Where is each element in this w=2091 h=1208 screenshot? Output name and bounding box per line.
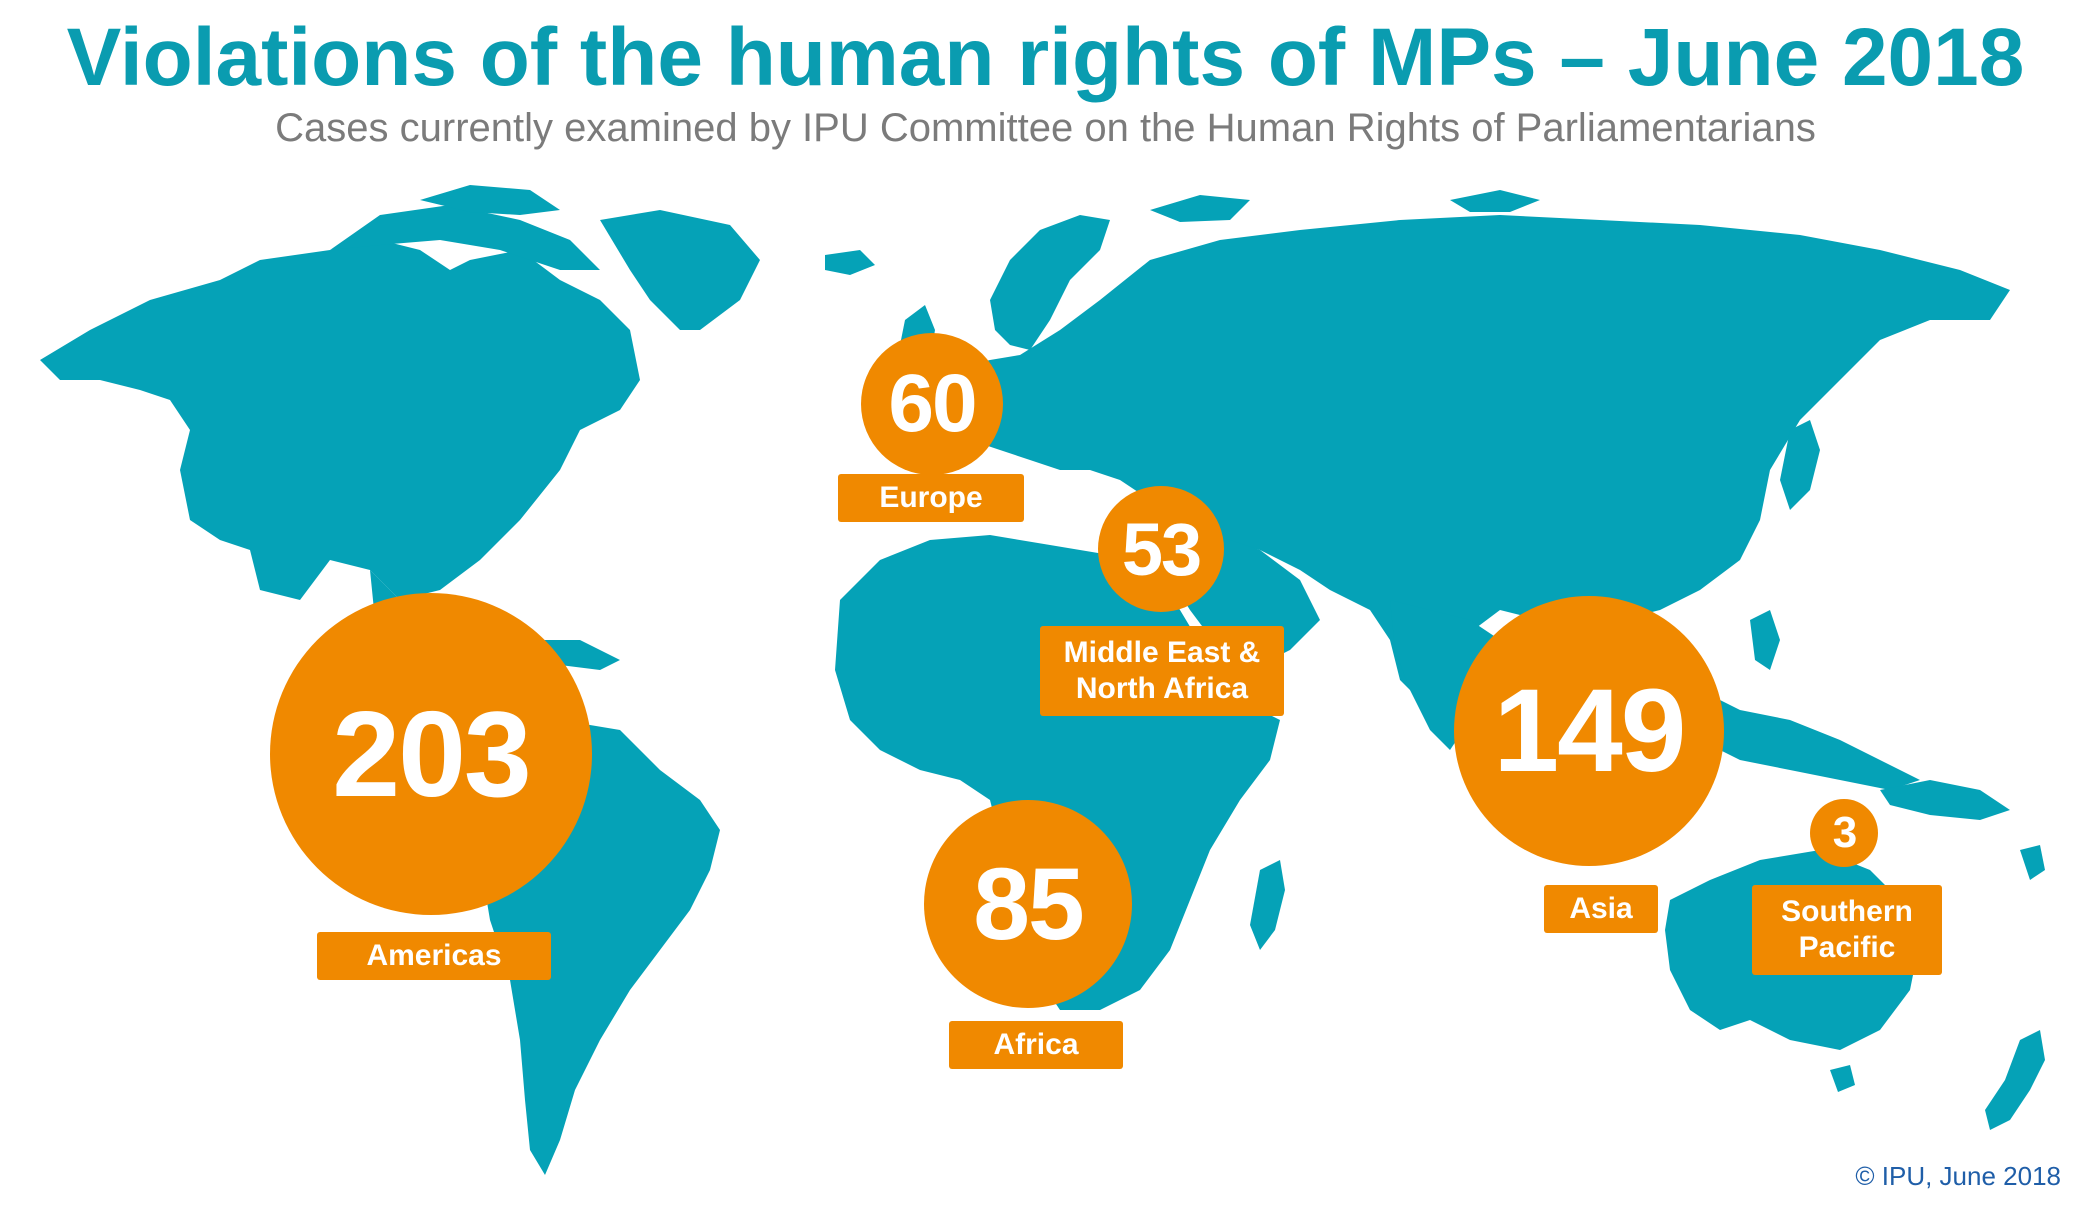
mena-label-line2: North Africa [1075, 672, 1249, 705]
mena-label: Middle East & North Africa [1040, 626, 1284, 716]
africa-label-text: Africa [993, 1028, 1079, 1061]
page-subtitle: Cases currently examined by IPU Committe… [275, 106, 1816, 150]
eurasia-landmass [920, 215, 2010, 700]
japan-landmass [1780, 420, 1820, 510]
iceland-landmass [825, 250, 875, 275]
africa-bubble: 85 [924, 800, 1132, 1008]
madagascar-landmass [1250, 860, 1285, 950]
southern-pacific-bubble: 3 [1810, 799, 1878, 867]
new-guinea-landmass [1880, 780, 2010, 820]
southern-pacific-label: Southern Pacific [1752, 885, 1942, 975]
southern-pacific-label-line1: Southern [1781, 895, 1913, 928]
americas-value: 203 [332, 686, 532, 822]
copyright-notice: © IPU, June 2018 [1855, 1161, 2061, 1191]
arctic-islands-landmass-2 [420, 185, 560, 215]
europe-label-text: Europe [879, 481, 983, 514]
southern-pacific-label-line2: Pacific [1798, 931, 1896, 964]
scandinavia-landmass [990, 215, 1110, 350]
asia-bubble: 149 [1454, 596, 1724, 866]
europe-label: Europe [838, 474, 1024, 522]
asia-label-text: Asia [1569, 892, 1633, 925]
north-america-landmass [40, 240, 640, 600]
europe-bubble: 60 [861, 333, 1003, 475]
mena-label-line1: Middle East & [1063, 636, 1261, 669]
americas-label-text: Americas [366, 939, 502, 972]
africa-label: Africa [949, 1021, 1123, 1069]
page-title: Violations of the human rights of MPs – … [66, 12, 2025, 103]
europe-value: 60 [888, 358, 977, 449]
tasmania-landmass [1830, 1065, 1855, 1092]
asia-label: Asia [1544, 885, 1658, 933]
pacific-islands-landmass [2020, 845, 2045, 880]
new-zealand-landmass [1985, 1030, 2045, 1130]
africa-value: 85 [973, 846, 1084, 961]
mena-value: 53 [1121, 507, 1202, 591]
asia-value: 149 [1493, 665, 1687, 797]
southern-pacific-value: 3 [1832, 808, 1858, 857]
philippines-landmass [1750, 610, 1780, 670]
arctic-russia-islands [1150, 195, 1250, 222]
greenland-landmass [600, 210, 760, 330]
arctic-islands-landmass [330, 205, 600, 270]
mena-bubble: 53 [1098, 486, 1224, 612]
arctic-russia-islands-2 [1450, 190, 1540, 212]
americas-label: Americas [317, 932, 551, 980]
americas-bubble: 203 [270, 593, 592, 915]
